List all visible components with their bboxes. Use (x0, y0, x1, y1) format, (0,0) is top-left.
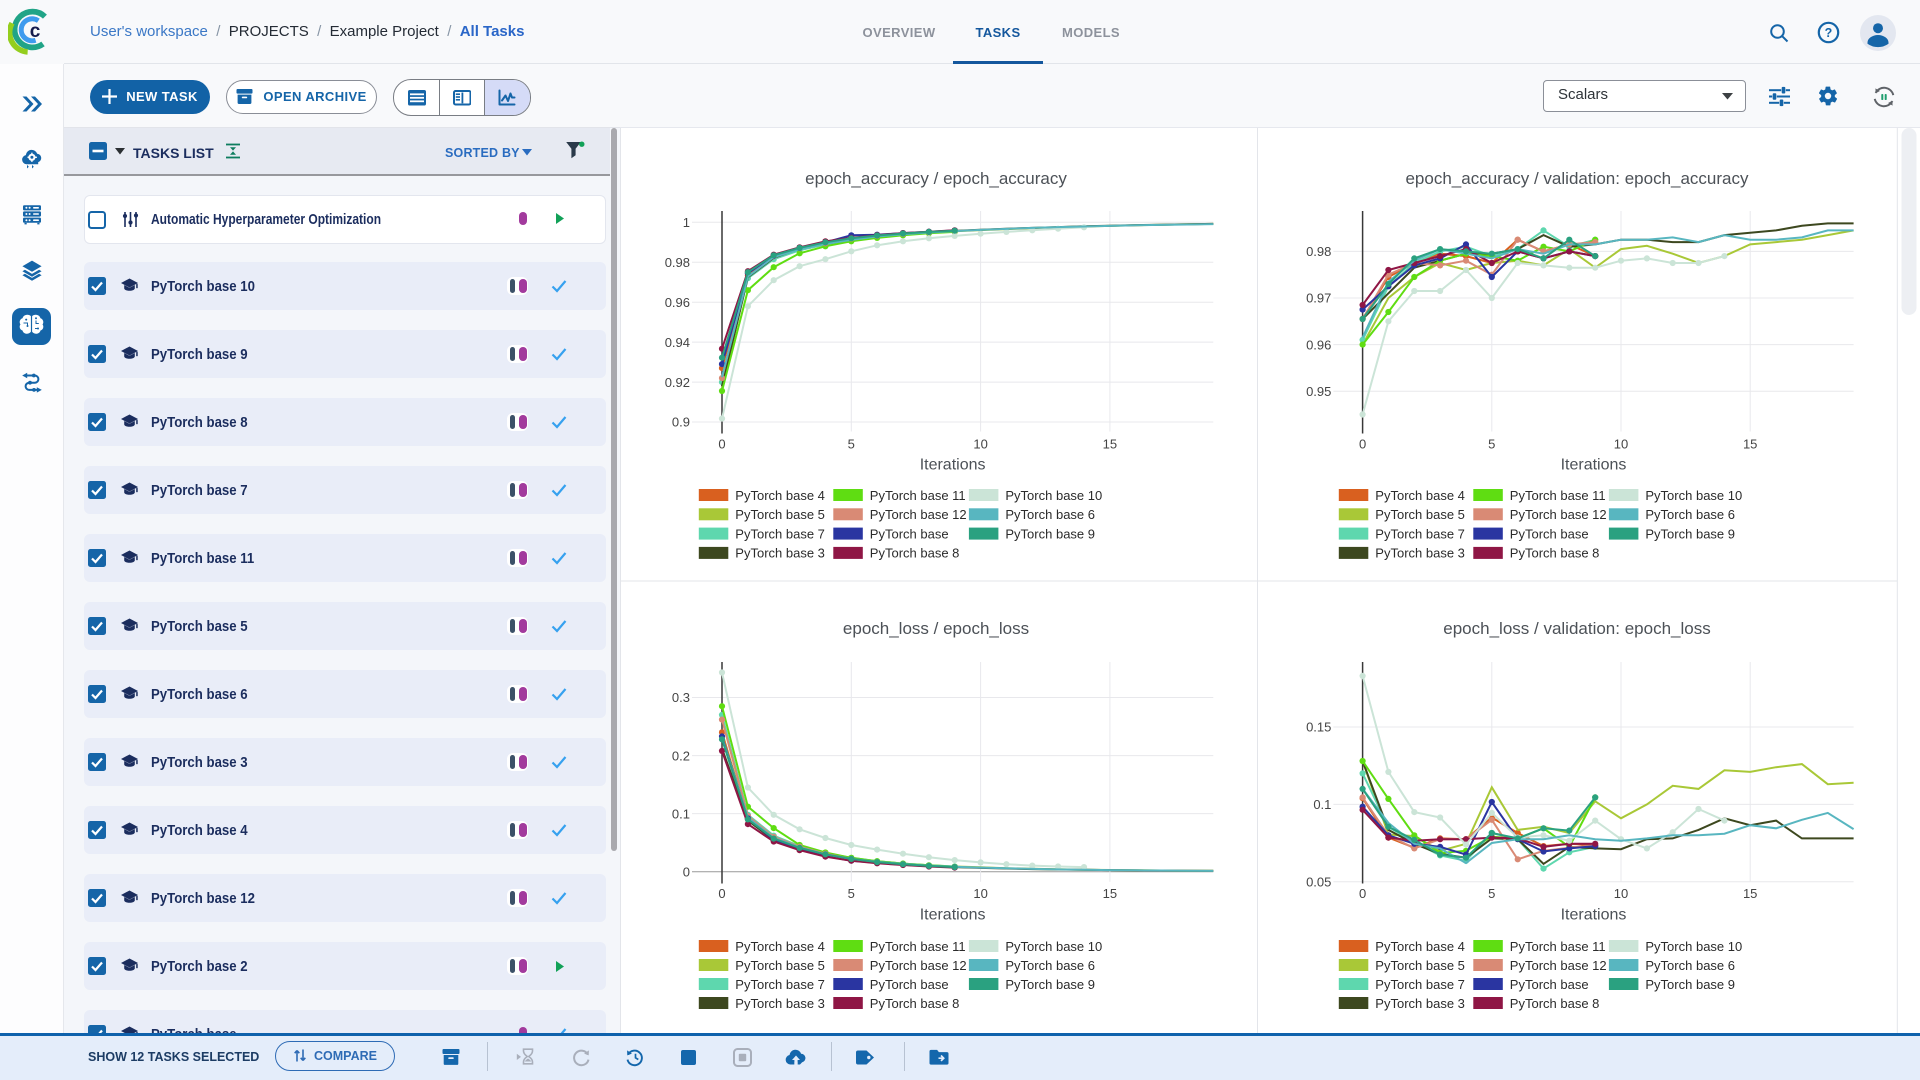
svg-text:PyTorch base 10: PyTorch base 10 (1005, 488, 1102, 503)
svg-text:PyTorch base 7: PyTorch base 7 (735, 977, 825, 992)
svg-text:Iterations: Iterations (920, 907, 986, 924)
svg-text:PyTorch base 4: PyTorch base 4 (1375, 939, 1465, 954)
svg-text:PyTorch base 12: PyTorch base 12 (870, 507, 967, 522)
svg-text:5: 5 (1488, 886, 1495, 901)
svg-text:0.98: 0.98 (1306, 244, 1331, 259)
svg-text:PyTorch base 3: PyTorch base 3 (1375, 546, 1465, 561)
svg-text:10: 10 (1614, 436, 1628, 451)
svg-text:PyTorch base 12: PyTorch base 12 (1510, 958, 1607, 973)
svg-text:5: 5 (1488, 436, 1495, 451)
svg-text:PyTorch base 9: PyTorch base 9 (1645, 526, 1735, 541)
svg-text:PyTorch base 9: PyTorch base 9 (1005, 526, 1095, 541)
svg-text:PyTorch base 3: PyTorch base 3 (1375, 996, 1465, 1011)
svg-text:PyTorch base 9: PyTorch base 9 (1005, 977, 1095, 992)
svg-text:0: 0 (718, 436, 725, 451)
svg-text:PyTorch base 5: PyTorch base 5 (1375, 958, 1465, 973)
svg-text:0: 0 (683, 864, 690, 879)
svg-text:15: 15 (1743, 436, 1757, 451)
svg-text:0.05: 0.05 (1306, 874, 1331, 889)
svg-text:PyTorch base 8: PyTorch base 8 (870, 996, 960, 1011)
svg-text:0.1: 0.1 (1313, 797, 1331, 812)
svg-text:PyTorch base 6: PyTorch base 6 (1005, 507, 1095, 522)
svg-text:10: 10 (973, 886, 987, 901)
svg-text:0.95: 0.95 (1306, 384, 1331, 399)
svg-text:PyTorch base: PyTorch base (1510, 526, 1589, 541)
svg-text:epoch_loss / validation: epoch: epoch_loss / validation: epoch_loss (1443, 619, 1710, 638)
svg-text:PyTorch base 8: PyTorch base 8 (870, 546, 960, 561)
svg-text:epoch_accuracy / validation: e: epoch_accuracy / validation: epoch_accur… (1405, 169, 1749, 188)
svg-text:PyTorch base 10: PyTorch base 10 (1645, 939, 1742, 954)
svg-text:15: 15 (1103, 886, 1117, 901)
svg-text:0: 0 (1359, 886, 1366, 901)
svg-text:PyTorch base 9: PyTorch base 9 (1645, 977, 1735, 992)
svg-text:PyTorch base 7: PyTorch base 7 (1375, 977, 1465, 992)
svg-text:PyTorch base 11: PyTorch base 11 (1510, 488, 1606, 503)
svg-text:PyTorch base 5: PyTorch base 5 (735, 507, 825, 522)
svg-text:PyTorch base 8: PyTorch base 8 (1510, 546, 1600, 561)
svg-text:PyTorch base 11: PyTorch base 11 (870, 939, 966, 954)
svg-text:15: 15 (1743, 886, 1757, 901)
svg-text:?: ? (1825, 26, 1833, 40)
svg-text:PyTorch base 11: PyTorch base 11 (870, 488, 966, 503)
svg-text:0.97: 0.97 (1306, 291, 1331, 306)
svg-text:PyTorch base: PyTorch base (1510, 977, 1589, 992)
svg-text:15: 15 (1103, 436, 1117, 451)
svg-text:PyTorch base 10: PyTorch base 10 (1645, 488, 1742, 503)
svg-text:c: c (30, 21, 41, 42)
svg-text:10: 10 (1614, 886, 1628, 901)
svg-text:0.96: 0.96 (665, 295, 690, 310)
svg-text:0.3: 0.3 (672, 690, 690, 705)
svg-text:5: 5 (848, 436, 855, 451)
svg-text:epoch_loss / epoch_loss: epoch_loss / epoch_loss (843, 619, 1029, 638)
svg-text:PyTorch base 5: PyTorch base 5 (1375, 507, 1465, 522)
svg-text:PyTorch base 3: PyTorch base 3 (735, 996, 825, 1011)
svg-text:PyTorch base 7: PyTorch base 7 (735, 526, 825, 541)
svg-text:0.1: 0.1 (672, 806, 690, 821)
svg-text:PyTorch base 5: PyTorch base 5 (735, 958, 825, 973)
svg-text:PyTorch base 10: PyTorch base 10 (1005, 939, 1102, 954)
svg-text:1: 1 (683, 215, 690, 230)
svg-text:PyTorch base 4: PyTorch base 4 (735, 488, 825, 503)
svg-text:PyTorch base 4: PyTorch base 4 (1375, 488, 1465, 503)
svg-text:0.98: 0.98 (665, 255, 690, 270)
svg-text:epoch_accuracy / epoch_accurac: epoch_accuracy / epoch_accuracy (805, 169, 1067, 188)
svg-text:PyTorch base: PyTorch base (870, 977, 949, 992)
svg-text:Iterations: Iterations (1561, 907, 1627, 924)
svg-text:5: 5 (848, 886, 855, 901)
svg-text:PyTorch base 12: PyTorch base 12 (1510, 507, 1607, 522)
svg-text:0.2: 0.2 (672, 748, 690, 763)
svg-text:PyTorch base 6: PyTorch base 6 (1645, 958, 1735, 973)
svg-text:PyTorch base 6: PyTorch base 6 (1005, 958, 1095, 973)
svg-text:Iterations: Iterations (920, 457, 986, 474)
svg-text:PyTorch base: PyTorch base (870, 526, 949, 541)
svg-text:0.92: 0.92 (665, 375, 690, 390)
svg-text:0.96: 0.96 (1306, 337, 1331, 352)
svg-text:Iterations: Iterations (1561, 457, 1627, 474)
svg-text:10: 10 (973, 436, 987, 451)
svg-text:0: 0 (718, 886, 725, 901)
svg-text:0: 0 (1359, 436, 1366, 451)
svg-text:PyTorch base 7: PyTorch base 7 (1375, 526, 1465, 541)
svg-text:0.94: 0.94 (665, 335, 690, 350)
svg-text:0.15: 0.15 (1306, 720, 1331, 735)
svg-text:PyTorch base 12: PyTorch base 12 (870, 958, 967, 973)
svg-text:PyTorch base 3: PyTorch base 3 (735, 546, 825, 561)
svg-text:PyTorch base 4: PyTorch base 4 (735, 939, 825, 954)
svg-text:PyTorch base 11: PyTorch base 11 (1510, 939, 1606, 954)
svg-text:PyTorch base 6: PyTorch base 6 (1645, 507, 1735, 522)
svg-text:PyTorch base 8: PyTorch base 8 (1510, 996, 1600, 1011)
svg-text:0.9: 0.9 (672, 415, 690, 430)
